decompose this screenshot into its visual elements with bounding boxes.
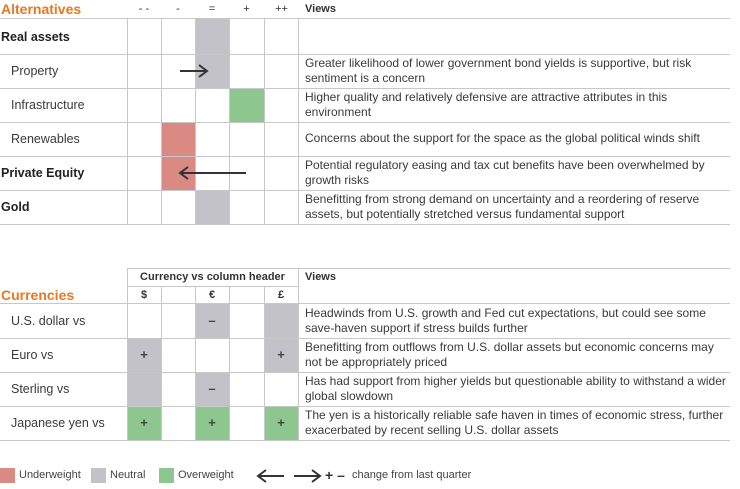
legend-change-label: change from last quarter (352, 469, 472, 481)
view-renewables: Concerns about the support for the space… (305, 131, 700, 145)
cur-grid-line (0, 406, 730, 407)
view-us-dollar: Headwinds from U.S. growth and Fed cut e… (305, 306, 706, 335)
row-label-private-equity: Private Equity (1, 166, 85, 180)
cur-grid-vline (195, 286, 196, 441)
alt-grid-vline (161, 18, 162, 225)
alt-grid-line (0, 224, 730, 225)
cur-grid-vline (127, 268, 128, 441)
col-header-under: - (176, 3, 180, 15)
legend-underweight-label: Underweight (19, 469, 81, 481)
alternatives-title: Alternatives (1, 1, 82, 17)
cur-grid-line (127, 268, 730, 269)
cur-grid-vline (161, 286, 162, 441)
overweight-swatch (159, 468, 174, 483)
cur-grid-line (0, 440, 730, 441)
alt-grid-vline (229, 18, 230, 225)
renewables-underweight-cell (162, 122, 195, 156)
alt-grid-vline (264, 18, 265, 225)
left-arrow-icon (178, 166, 246, 180)
col-header-over: + (243, 3, 250, 15)
currency-column-group-header: Currency vs column header (140, 271, 285, 283)
alt-grid-line (0, 88, 730, 89)
col-header-gbp: £ (277, 289, 285, 301)
jpy-vs-gbp-cell (265, 406, 298, 440)
alt-grid-line (0, 18, 730, 19)
plus-minus-symbols: + – (325, 467, 345, 483)
legend-overweight-label: Overweight (178, 469, 234, 481)
jpy-vs-usd-cell (128, 406, 161, 440)
view-sterling: Has had support from higher yields but q… (305, 374, 726, 403)
row-label-japanese-yen: Japanese yen vs (11, 416, 105, 430)
jpy-vs-usd-sign: + (140, 415, 148, 430)
infrastructure-overweight-cell (230, 88, 264, 122)
left-arrow-icon (256, 469, 284, 483)
legend-neutral-label: Neutral (110, 469, 146, 481)
view-gold: Benefitting from strong demand on uncert… (305, 192, 700, 221)
gbp-vs-eur-cell (196, 372, 229, 406)
col-header-neutral: = (208, 3, 216, 15)
currencies-views-header: Views (305, 271, 336, 283)
neutral-swatch (91, 468, 106, 483)
view-private-equity: Potential regulatory easing and tax cut … (305, 158, 705, 187)
alt-grid-vline (127, 18, 128, 225)
alt-grid-vline (195, 18, 196, 225)
alt-grid-line (0, 122, 730, 123)
view-euro: Benefitting from outflows from U.S. doll… (305, 340, 714, 369)
row-label-us-dollar: U.S. dollar vs (11, 314, 86, 328)
view-property: Greater likelihood of lower government b… (305, 56, 692, 85)
alt-grid-line (0, 156, 730, 157)
gbp-vs-usd-cell (128, 372, 161, 406)
view-japanese-yen: The yen is a historically reliable safe … (305, 408, 724, 437)
cur-grid-line (127, 286, 298, 287)
eur-vs-usd-sign: + (140, 347, 148, 362)
gbp-vs-eur-sign: – (208, 381, 216, 396)
real-assets-neutral-cell (196, 19, 229, 54)
cur-grid-line (0, 338, 730, 339)
jpy-vs-gbp-sign: + (277, 415, 285, 430)
underweight-swatch (0, 468, 15, 483)
right-arrow-icon (180, 64, 209, 78)
col-header-strong-over: ++ (275, 3, 288, 15)
gold-neutral-cell (196, 190, 229, 224)
cur-grid-vline (298, 268, 299, 441)
view-infrastructure: Higher quality and relatively defensive … (305, 90, 668, 119)
usd-vs-eur-cell (196, 304, 229, 338)
eur-vs-usd-cell (128, 338, 161, 372)
eur-vs-gbp-sign: + (277, 347, 285, 362)
row-label-sterling: Sterling vs (11, 382, 70, 396)
col-header-usd: $ (140, 289, 148, 301)
right-arrow-icon (294, 469, 322, 483)
usd-vs-gbp-cell (265, 304, 298, 338)
alt-grid-vline (298, 18, 299, 225)
alt-grid-line (0, 190, 730, 191)
cur-grid-vline (229, 286, 230, 441)
row-label-euro: Euro vs (11, 348, 54, 362)
cur-grid-line (0, 372, 730, 373)
row-label-renewables: Renewables (11, 132, 80, 146)
jpy-vs-eur-cell (196, 406, 229, 440)
row-label-gold: Gold (1, 200, 30, 214)
alternatives-views-header: Views (305, 3, 336, 15)
row-label-infrastructure: Infrastructure (11, 98, 85, 112)
row-label-real-assets: Real assets (1, 30, 70, 44)
col-header-eur: € (208, 289, 216, 301)
usd-vs-eur-sign: – (208, 313, 216, 328)
currencies-title: Currencies (1, 287, 75, 303)
row-label-property: Property (11, 64, 59, 78)
col-header-strong-under: - - (138, 3, 150, 15)
alt-grid-line (0, 54, 730, 55)
cur-grid-vline (264, 286, 265, 441)
eur-vs-gbp-cell (265, 338, 298, 372)
cur-grid-line (0, 303, 730, 304)
jpy-vs-eur-sign: + (208, 415, 216, 430)
